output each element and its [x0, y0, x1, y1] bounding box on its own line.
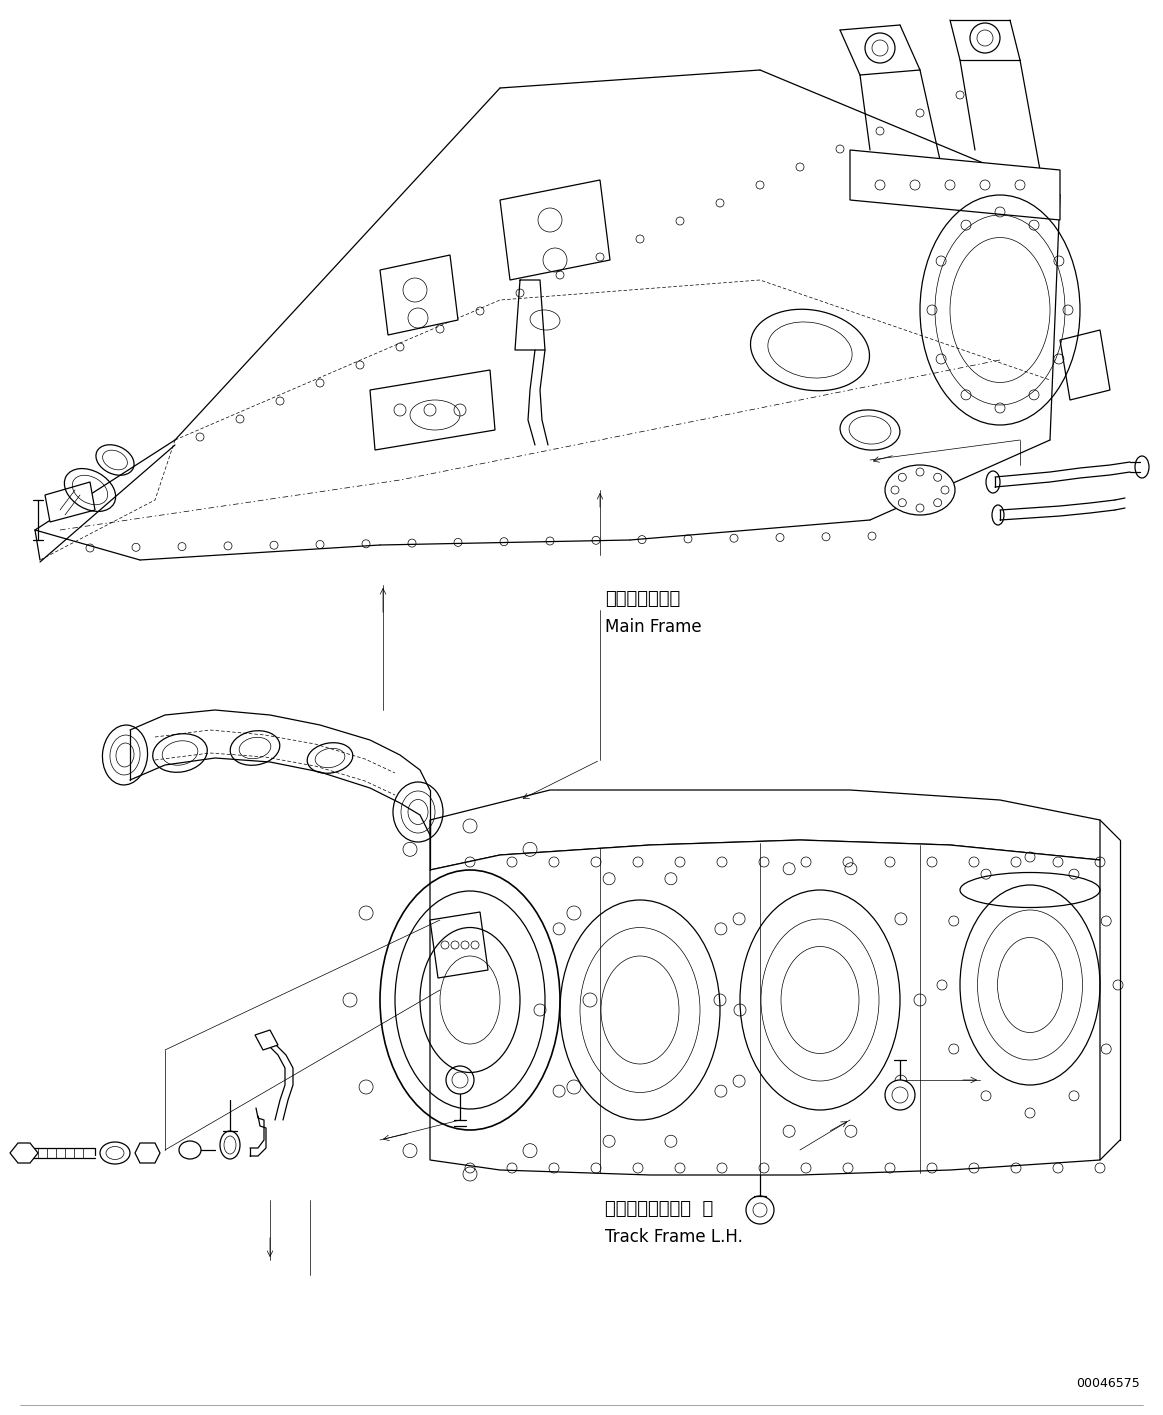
Polygon shape	[380, 255, 458, 335]
Polygon shape	[430, 913, 488, 978]
Polygon shape	[35, 440, 1050, 560]
Polygon shape	[135, 1143, 160, 1163]
Polygon shape	[10, 1143, 38, 1163]
Polygon shape	[430, 841, 1100, 1174]
Polygon shape	[45, 483, 95, 522]
Polygon shape	[850, 150, 1059, 219]
Polygon shape	[1059, 330, 1110, 400]
Polygon shape	[500, 180, 611, 280]
Ellipse shape	[885, 466, 955, 515]
Polygon shape	[430, 790, 1100, 870]
Text: 00046575: 00046575	[1076, 1377, 1140, 1390]
Circle shape	[885, 1080, 915, 1109]
Polygon shape	[255, 1030, 278, 1050]
Polygon shape	[370, 369, 495, 450]
Text: メインフレーム: メインフレーム	[605, 590, 680, 608]
Text: Track Frame L.H.: Track Frame L.H.	[605, 1228, 743, 1247]
Text: トラックフレーム  左: トラックフレーム 左	[605, 1200, 713, 1218]
Text: Main Frame: Main Frame	[605, 618, 701, 635]
